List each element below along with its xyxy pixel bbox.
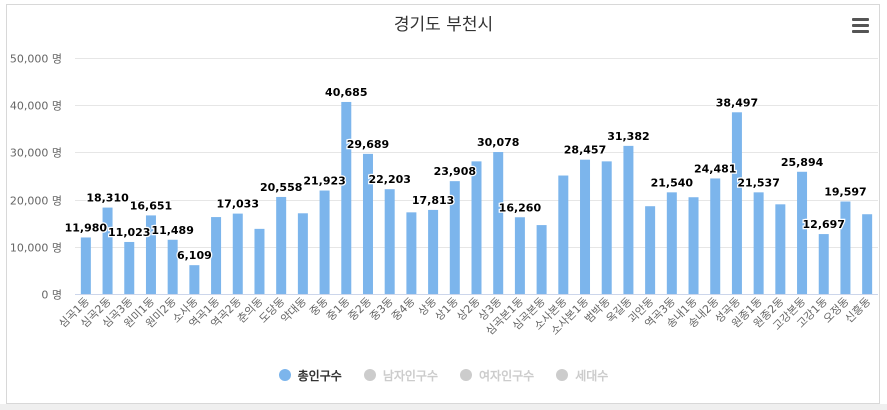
x-tick-label: 상1동	[432, 295, 460, 323]
bar[interactable]	[145, 215, 156, 294]
bar[interactable]	[731, 112, 742, 294]
x-tick-label: 중2동	[346, 295, 374, 323]
data-label: 12,697	[803, 218, 845, 231]
bar[interactable]	[840, 201, 851, 294]
legend-dot-icon	[460, 369, 473, 381]
bar[interactable]	[319, 190, 330, 294]
data-label: 29,689	[347, 138, 389, 151]
bar[interactable]	[232, 213, 243, 294]
x-tick-label: 상2동	[454, 295, 482, 323]
data-label: 18,310	[86, 192, 129, 205]
legend-item-female[interactable]: 여자인구수	[460, 366, 534, 384]
data-label: 21,923	[303, 175, 345, 188]
data-label: 38,497	[716, 96, 758, 109]
bar[interactable]	[297, 213, 308, 294]
data-label: 11,980	[65, 221, 108, 234]
data-label: 30,078	[477, 136, 519, 149]
bar[interactable]	[688, 197, 699, 294]
bar[interactable]	[276, 196, 287, 294]
legend-item-male[interactable]: 남자인구수	[363, 366, 439, 384]
x-tick-label: 중3동	[367, 295, 395, 323]
data-label: 6,109	[177, 249, 212, 262]
data-label: 19,597	[824, 186, 866, 199]
y-tick-label: 50,000 명	[10, 53, 62, 66]
data-label: 23,908	[434, 165, 476, 178]
hamburger-menu-icon[interactable]	[852, 18, 872, 36]
bar[interactable]	[493, 152, 504, 294]
bar[interactable]	[189, 265, 200, 294]
bar[interactable]	[580, 159, 591, 294]
data-label: 21,537	[737, 176, 779, 189]
bar[interactable]	[558, 175, 569, 294]
bar[interactable]	[710, 178, 721, 294]
bar[interactable]	[167, 239, 178, 294]
legend-item-households[interactable]: 세대수	[556, 366, 608, 384]
bar[interactable]	[775, 204, 786, 294]
bar[interactable]	[384, 189, 395, 294]
data-label: 24,481	[694, 162, 736, 175]
bar[interactable]	[254, 228, 265, 294]
legend-dot-icon	[278, 369, 291, 381]
bar[interactable]	[514, 217, 525, 294]
x-tick-label: 약대동	[278, 294, 309, 325]
bar[interactable]	[124, 241, 135, 294]
legend-item-total[interactable]: 총인구수	[278, 366, 342, 384]
legend-dot-icon	[363, 369, 376, 381]
bar[interactable]	[211, 217, 222, 294]
y-tick-label: 0 명	[41, 289, 62, 302]
bar[interactable]	[341, 101, 352, 294]
bar[interactable]	[645, 206, 656, 294]
bar[interactable]	[536, 225, 547, 294]
data-label: 11,023	[108, 226, 150, 239]
data-label: 16,651	[130, 199, 172, 212]
bar[interactable]	[102, 207, 113, 294]
bar[interactable]	[666, 192, 677, 294]
x-tick-label: 중4동	[389, 295, 417, 323]
data-label: 40,685	[325, 86, 367, 99]
bar[interactable]	[818, 234, 829, 294]
data-label: 17,033	[217, 198, 259, 211]
bar[interactable]	[471, 161, 482, 294]
legend-label: 남자인구수	[382, 368, 439, 383]
chart-title: 경기도 부천시	[393, 15, 494, 35]
bar[interactable]	[862, 214, 873, 294]
data-label: 16,260	[499, 201, 542, 214]
legend-label: 세대수	[575, 368, 609, 383]
y-tick-label: 20,000 명	[10, 195, 62, 208]
bar[interactable]	[80, 237, 91, 294]
legend: 총인구수 남자인구수 여자인구수 세대수	[0, 366, 887, 384]
legend-label: 총인구수	[297, 368, 342, 383]
bar[interactable]	[428, 209, 439, 294]
bar[interactable]	[753, 192, 764, 294]
y-tick-label: 40,000 명	[10, 100, 62, 113]
bar[interactable]	[623, 145, 634, 294]
data-label: 31,382	[607, 130, 649, 143]
data-label: 22,203	[368, 173, 410, 186]
y-tick-label: 10,000 명	[10, 242, 62, 255]
bar[interactable]	[797, 171, 808, 294]
data-label: 11,489	[151, 224, 193, 237]
data-label: 28,457	[564, 144, 606, 157]
legend-label: 여자인구수	[479, 368, 535, 383]
legend-dot-icon	[556, 369, 569, 381]
bottom-strip	[0, 404, 887, 410]
bar[interactable]	[362, 153, 373, 294]
bar[interactable]	[449, 181, 460, 294]
data-label: 17,813	[412, 194, 454, 207]
data-label: 25,894	[781, 156, 824, 169]
x-tick-label: 중1동	[324, 295, 352, 323]
bar[interactable]	[406, 212, 417, 294]
x-tick-label: 신흥동	[842, 294, 873, 325]
data-label: 21,540	[651, 176, 694, 189]
y-tick-label: 30,000 명	[10, 147, 62, 160]
data-label: 20,558	[260, 181, 302, 194]
bar[interactable]	[601, 161, 612, 294]
